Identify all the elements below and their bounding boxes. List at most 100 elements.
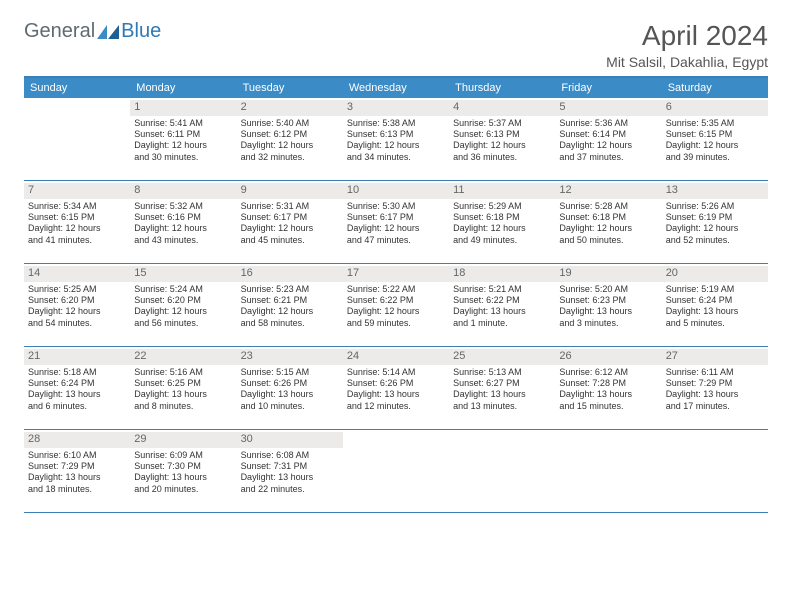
dl2-text: and 32 minutes. bbox=[241, 152, 339, 163]
sunset-text: Sunset: 6:26 PM bbox=[347, 378, 445, 389]
sunrise-text: Sunrise: 5:19 AM bbox=[666, 284, 764, 295]
sunset-text: Sunset: 6:15 PM bbox=[666, 129, 764, 140]
dl2-text: and 20 minutes. bbox=[134, 484, 232, 495]
day-number: 14 bbox=[24, 266, 130, 282]
calendar-cell: 19Sunrise: 5:20 AMSunset: 6:23 PMDayligh… bbox=[555, 264, 661, 346]
calendar-cell: 4Sunrise: 5:37 AMSunset: 6:13 PMDaylight… bbox=[449, 98, 555, 180]
sunset-text: Sunset: 7:29 PM bbox=[28, 461, 126, 472]
calendar-cell: . bbox=[662, 430, 768, 512]
dl2-text: and 37 minutes. bbox=[559, 152, 657, 163]
calendar-cell: . bbox=[343, 430, 449, 512]
sunrise-text: Sunrise: 5:28 AM bbox=[559, 201, 657, 212]
sunrise-text: Sunrise: 5:21 AM bbox=[453, 284, 551, 295]
day-number: 4 bbox=[449, 100, 555, 116]
sunrise-text: Sunrise: 5:30 AM bbox=[347, 201, 445, 212]
location-label: Mit Salsil, Dakahlia, Egypt bbox=[606, 54, 768, 70]
brand-sail-icon bbox=[97, 25, 119, 39]
dl1-text: Daylight: 13 hours bbox=[241, 389, 339, 400]
dl2-text: and 15 minutes. bbox=[559, 401, 657, 412]
calendar-cell: 17Sunrise: 5:22 AMSunset: 6:22 PMDayligh… bbox=[343, 264, 449, 346]
dl2-text: and 18 minutes. bbox=[28, 484, 126, 495]
dl2-text: and 30 minutes. bbox=[134, 152, 232, 163]
calendar-cell: 22Sunrise: 5:16 AMSunset: 6:25 PMDayligh… bbox=[130, 347, 236, 429]
day-number: 1 bbox=[130, 100, 236, 116]
day-number: 18 bbox=[449, 266, 555, 282]
dl2-text: and 12 minutes. bbox=[347, 401, 445, 412]
dl1-text: Daylight: 12 hours bbox=[241, 223, 339, 234]
calendar-week: 28 Sunrise: 6:10 AMSunset: 7:29 PM Dayligh… bbox=[24, 430, 768, 513]
sunset-text: Sunset: 6:19 PM bbox=[666, 212, 764, 223]
dl1-text: Daylight: 12 hours bbox=[241, 306, 339, 317]
calendar-week: 7Sunrise: 5:34 AMSunset: 6:15 PMDaylight… bbox=[24, 181, 768, 264]
sunset-text: Sunset: 6:14 PM bbox=[559, 129, 657, 140]
day-number: 21 bbox=[24, 349, 130, 365]
dl1-text: Daylight: 13 hours bbox=[666, 389, 764, 400]
day-header: Saturday bbox=[662, 78, 768, 98]
sunset-text: Sunset: 7:28 PM bbox=[559, 378, 657, 389]
sunset-text: Sunset: 6:13 PM bbox=[347, 129, 445, 140]
dl1-text: Daylight: 12 hours bbox=[453, 223, 551, 234]
day-number: 28 bbox=[24, 432, 130, 448]
dl2-text: and 56 minutes. bbox=[134, 318, 232, 329]
calendar-cell: . bbox=[555, 430, 661, 512]
sunrise-text: Sunrise: 6:08 AM bbox=[241, 450, 339, 461]
sunrise-text: Sunrise: 5:35 AM bbox=[666, 118, 764, 129]
dl1-text: Daylight: 12 hours bbox=[28, 223, 126, 234]
day-number: 6 bbox=[662, 100, 768, 116]
calendar-cell: 25Sunrise: 5:13 AMSunset: 6:27 PMDayligh… bbox=[449, 347, 555, 429]
calendar-cell: 14Sunrise: 5:25 AMSunset: 6:20 PMDayligh… bbox=[24, 264, 130, 346]
dl2-text: and 34 minutes. bbox=[347, 152, 445, 163]
sunset-text: Sunset: 7:30 PM bbox=[134, 461, 232, 472]
sunrise-text: Sunrise: 5:25 AM bbox=[28, 284, 126, 295]
sunset-text: Sunset: 6:15 PM bbox=[28, 212, 126, 223]
day-number: 19 bbox=[555, 266, 661, 282]
sunset-text: Sunset: 7:29 PM bbox=[666, 378, 764, 389]
dl1-text: Daylight: 12 hours bbox=[347, 140, 445, 151]
day-number: 2 bbox=[237, 100, 343, 116]
day-number: 20 bbox=[662, 266, 768, 282]
sunset-text: Sunset: 6:24 PM bbox=[28, 378, 126, 389]
day-number: 23 bbox=[237, 349, 343, 365]
calendar-cell: 15Sunrise: 5:24 AMSunset: 6:20 PMDayligh… bbox=[130, 264, 236, 346]
calendar-cell: . bbox=[24, 98, 130, 180]
dl2-text: and 8 minutes. bbox=[134, 401, 232, 412]
calendar-cell: 28Sunrise: 6:10 AMSunset: 7:29 PMDayligh… bbox=[24, 430, 130, 512]
calendar-cell: 26Sunrise: 6:12 AMSunset: 7:28 PMDayligh… bbox=[555, 347, 661, 429]
dl1-text: Daylight: 13 hours bbox=[134, 472, 232, 483]
day-header: Tuesday bbox=[237, 78, 343, 98]
dl2-text: and 22 minutes. bbox=[241, 484, 339, 495]
calendar-cell: 3 Sunrise: 5:38 AMSunset: 6:13 PMDaylight… bbox=[343, 98, 449, 180]
sunrise-text: Sunrise: 5:20 AM bbox=[559, 284, 657, 295]
sunrise-text: Sunrise: 5:34 AM bbox=[28, 201, 126, 212]
day-number: 8 bbox=[130, 183, 236, 199]
dl1-text: Daylight: 12 hours bbox=[559, 223, 657, 234]
calendar-cell: 12Sunrise: 5:28 AMSunset: 6:18 PMDayligh… bbox=[555, 181, 661, 263]
dl2-text: and 54 minutes. bbox=[28, 318, 126, 329]
sunset-text: Sunset: 7:31 PM bbox=[241, 461, 339, 472]
day-number: 22 bbox=[130, 349, 236, 365]
dl2-text: and 50 minutes. bbox=[559, 235, 657, 246]
calendar-cell: 16Sunrise: 5:23 AMSunset: 6:21 PMDayligh… bbox=[237, 264, 343, 346]
day-number: 5 bbox=[555, 100, 661, 116]
dl1-text: Daylight: 12 hours bbox=[347, 223, 445, 234]
calendar-cell: 29Sunrise: 6:09 AMSunset: 7:30 PMDayligh… bbox=[130, 430, 236, 512]
sunrise-text: Sunrise: 6:10 AM bbox=[28, 450, 126, 461]
sunrise-text: Sunrise: 5:37 AM bbox=[453, 118, 551, 129]
sunrise-text: Sunrise: 5:16 AM bbox=[134, 367, 232, 378]
day-number: 12 bbox=[555, 183, 661, 199]
sunset-text: Sunset: 6:22 PM bbox=[347, 295, 445, 306]
day-number: 15 bbox=[130, 266, 236, 282]
dl1-text: Daylight: 13 hours bbox=[666, 306, 764, 317]
sunrise-text: Sunrise: 5:23 AM bbox=[241, 284, 339, 295]
dl1-text: Daylight: 13 hours bbox=[134, 389, 232, 400]
sunset-text: Sunset: 6:20 PM bbox=[134, 295, 232, 306]
day-number: 10 bbox=[343, 183, 449, 199]
dl2-text: and 49 minutes. bbox=[453, 235, 551, 246]
sunrise-text: Sunrise: 5:22 AM bbox=[347, 284, 445, 295]
day-number: 3 bbox=[343, 100, 449, 116]
sunrise-text: Sunrise: 5:14 AM bbox=[347, 367, 445, 378]
calendar-cell: 5Sunrise: 5:36 AMSunset: 6:14 PMDaylight… bbox=[555, 98, 661, 180]
calendar-week: 14 Sunrise: 5:25 AM Sunset: 6:20 PM Dayligh… bbox=[24, 264, 768, 347]
sunrise-text: Sunrise: 5:38 AM bbox=[347, 118, 445, 129]
sunrise-text: Sunrise: 6:11 AM bbox=[666, 367, 764, 378]
